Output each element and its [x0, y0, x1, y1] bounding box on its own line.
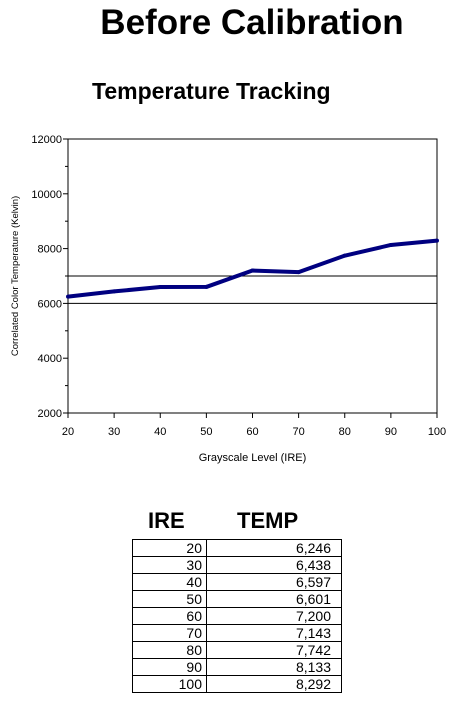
table-row: 100 8,292 [132, 675, 342, 693]
data-point [66, 294, 70, 299]
data-point [435, 238, 439, 243]
table-row: 20 6,246 [132, 539, 342, 557]
y-tick-label: 8000 [38, 244, 62, 256]
data-point [250, 268, 255, 273]
table-row: 80 7,742 [132, 641, 342, 659]
ire-cell: 70 [132, 624, 207, 642]
data-point [204, 284, 209, 289]
x-axis-label: Grayscale Level (IRE) [199, 452, 307, 464]
ire-cell: 30 [132, 556, 207, 574]
ire-cell: 40 [132, 573, 207, 591]
y-tick-label: 4000 [38, 353, 62, 365]
temperature-table: 20 6,246 30 6,438 40 6,597 50 6,601 60 7,200 70 7,1… [132, 539, 342, 693]
ire-cell: 60 [132, 607, 207, 625]
table-row: 90 8,133 [132, 658, 342, 676]
table-row: 30 6,438 [132, 556, 342, 574]
ire-cell: 20 [132, 539, 207, 557]
data-point [112, 289, 117, 294]
temp-cell: 6,601 [206, 590, 342, 608]
ire-cell: 80 [132, 641, 207, 659]
ire-cell: 100 [132, 675, 207, 693]
page-title: Before Calibration [100, 3, 404, 42]
temp-cell: 8,292 [206, 675, 342, 693]
x-tick-label: 20 [62, 426, 74, 438]
x-tick-label: 50 [200, 426, 212, 438]
temp-cell: 6,246 [206, 539, 342, 557]
x-tick-label: 40 [154, 426, 166, 438]
y-tick-label: 10000 [31, 189, 62, 201]
ire-cell: 50 [132, 590, 207, 608]
x-tick-label: 90 [385, 426, 397, 438]
temp-cell: 7,742 [206, 641, 342, 659]
table-row: 50 6,601 [132, 590, 342, 608]
x-tick-label: 60 [246, 426, 258, 438]
data-point [342, 253, 347, 258]
temp-cell: 7,200 [206, 607, 342, 625]
chart-title: Temperature Tracking [92, 78, 331, 104]
table-header-ire: IRE [148, 508, 185, 533]
table-row: 60 7,200 [132, 607, 342, 625]
x-tick-label: 30 [108, 426, 120, 438]
x-tick-label: 100 [428, 426, 446, 438]
ire-cell: 90 [132, 658, 207, 676]
data-point [296, 270, 301, 275]
temperature-tracking-chart: 2000 4000 6000 8000 10000 12000 20 30 40 50 60 70 80… [10, 134, 446, 464]
temp-cell: 7,143 [206, 624, 342, 642]
y-tick-label: 6000 [38, 298, 62, 310]
table-row: 40 6,597 [132, 573, 342, 591]
table-row: 70 7,143 [132, 624, 342, 642]
data-point [158, 285, 163, 290]
temp-cell: 6,438 [206, 556, 342, 574]
x-tick-label: 80 [339, 426, 351, 438]
temp-cell: 8,133 [206, 658, 342, 676]
temp-cell: 6,597 [206, 573, 342, 591]
x-tick-label: 70 [293, 426, 305, 438]
data-point [388, 242, 393, 247]
table-header-temp: TEMP [237, 508, 299, 533]
y-tick-label: 2000 [38, 408, 62, 420]
y-tick-label: 12000 [31, 134, 62, 146]
y-axis-label: Correlated Color Temperature (Kelvin) [10, 196, 21, 356]
